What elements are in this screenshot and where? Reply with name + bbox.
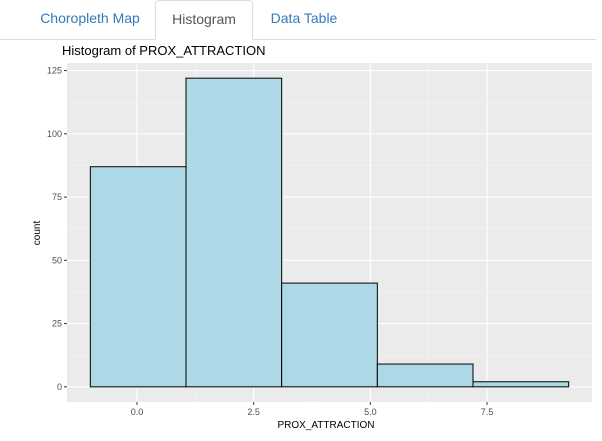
tab-data-table[interactable]: Data Table — [270, 10, 338, 26]
histogram-bar — [281, 282, 378, 388]
histogram-bar — [89, 166, 187, 388]
y-tick-label: 125 — [47, 66, 62, 76]
y-tick-label: 100 — [47, 129, 62, 139]
y-tick-label: 25 — [52, 319, 62, 329]
tab-bar: Choropleth Map Histogram Data Table — [0, 0, 596, 40]
x-tick-label: 5.0 — [364, 407, 377, 417]
x-axis-title: PROX_ATTRACTION — [277, 420, 374, 431]
x-tick-label: 7.5 — [481, 407, 494, 417]
y-tick-label: 50 — [52, 255, 62, 265]
histogram-bar — [185, 77, 283, 388]
histogram-bar — [376, 363, 474, 388]
tab-histogram[interactable]: Histogram — [155, 0, 253, 40]
chart-title: Histogram of PROX_ATTRACTION — [62, 43, 265, 58]
histogram-bar — [472, 381, 570, 388]
y-axis-title: count — [32, 221, 43, 246]
x-tick-label: 0.0 — [131, 407, 144, 417]
tab-choropleth-map[interactable]: Choropleth Map — [40, 10, 140, 26]
y-tick-label: 75 — [52, 192, 62, 202]
histogram-chart: Histogram of PROX_ATTRACTION 0 25 50 75 100 1… — [32, 43, 592, 431]
x-axis: 0.0 2.5 5.0 7.5 — [131, 402, 494, 417]
histogram-bars — [89, 77, 570, 388]
y-axis: 0 25 50 75 100 125 — [47, 66, 67, 392]
y-tick-label: 0 — [57, 382, 62, 392]
x-tick-label: 2.5 — [247, 407, 260, 417]
